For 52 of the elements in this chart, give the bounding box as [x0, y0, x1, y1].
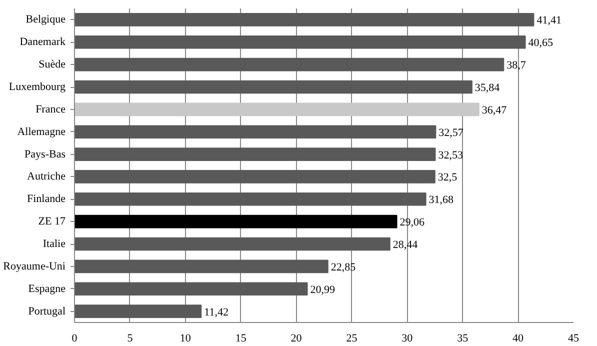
bar: [74, 282, 308, 296]
data-label: 11,42: [204, 306, 228, 318]
bar: [74, 148, 436, 161]
data-label: 31,68: [428, 194, 454, 206]
y-tick-label: Suède: [38, 58, 66, 71]
y-tick-label: Danemark: [20, 36, 66, 48]
data-label: 20,99: [310, 284, 336, 296]
bar: [74, 237, 390, 251]
data-label: 40,65: [528, 37, 554, 50]
data-label: 35,84: [474, 82, 500, 94]
y-tick-label: Autriche: [27, 170, 66, 183]
bar: [74, 13, 534, 26]
data-label: 32,57: [438, 126, 464, 139]
y-tick-label: Pays-Bas: [24, 148, 66, 160]
y-tick-label: Luxembourg: [8, 81, 66, 93]
data-label: 41,41: [536, 14, 562, 27]
x-tick-label: 45: [568, 332, 580, 344]
y-tick-label: Portugal: [28, 305, 66, 318]
data-label: 29,06: [400, 216, 425, 229]
data-label: 32,5: [438, 172, 458, 184]
y-tick-label: Espagne: [28, 282, 66, 295]
x-tick-label: 5: [127, 332, 134, 344]
bar: [74, 80, 472, 94]
x-tick-label: 40: [512, 332, 524, 344]
x-tick-label: 20: [290, 332, 302, 344]
y-tick-label: ZE 17: [38, 216, 66, 228]
x-tick-label: 10: [180, 332, 192, 344]
bar: [74, 125, 436, 139]
bar: [74, 102, 480, 116]
y-tick-label: Finlande: [27, 193, 66, 206]
bar: [74, 260, 328, 274]
data-label: 22,85: [330, 261, 356, 274]
bar: [74, 35, 526, 49]
data-label: 38,7: [506, 60, 526, 72]
bar: [74, 192, 426, 206]
y-tick-label: Belgique: [26, 14, 66, 26]
bar: [74, 170, 436, 184]
bar: [74, 58, 504, 72]
data-label: 36,47: [482, 104, 508, 116]
x-tick-label: 15: [235, 332, 247, 344]
y-tick-label: France: [36, 103, 66, 116]
y-tick-label: Allemagne: [17, 126, 66, 138]
data-label: 28,44: [392, 239, 418, 251]
x-tick-label: 25: [346, 332, 358, 344]
y-tick-label: Royaume-Uni: [3, 260, 66, 272]
x-tick-label: 0: [72, 332, 78, 344]
bar: [74, 304, 202, 318]
x-tick-label: 30: [402, 332, 414, 344]
bar: [74, 214, 398, 228]
x-tick-label: 35: [457, 332, 469, 344]
data-label: 32,53: [438, 149, 464, 162]
y-tick-label: Italie: [42, 238, 66, 250]
